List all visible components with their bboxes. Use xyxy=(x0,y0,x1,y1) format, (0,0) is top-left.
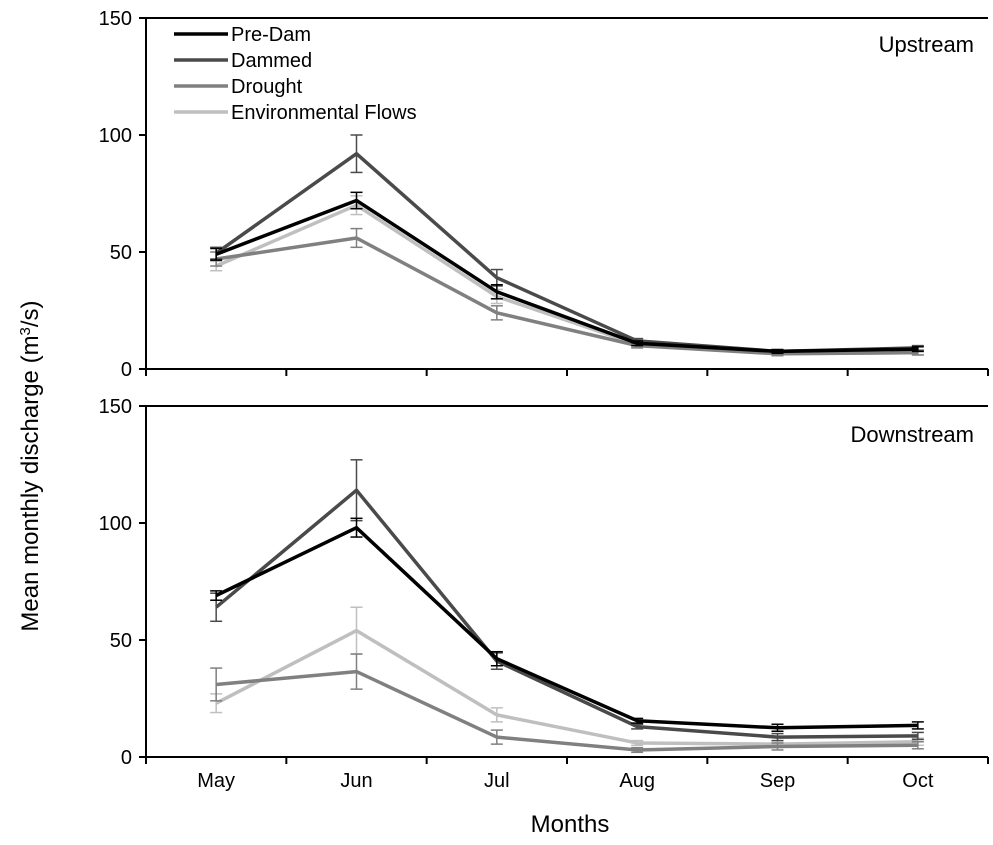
downstream-pre-dam-error-bar xyxy=(911,721,924,730)
panel-downstream: 0 50 100 150 May Jun Jul Aug Sep Oct Downstream xyxy=(99,396,989,792)
upstream-y-tick-label: 100 xyxy=(99,125,132,147)
downstream-y-tick-label: 0 xyxy=(121,747,132,769)
downstream-y-tick-label: 150 xyxy=(99,396,132,418)
downstream-dammed-line xyxy=(215,488,918,739)
legend-label-pre-dam: Pre-Dam xyxy=(231,24,311,46)
upstream-environmental-flows-line xyxy=(215,203,918,356)
legend-label-environmental-flows: Environmental Flows xyxy=(231,102,417,124)
downstream-environmental-flows-line xyxy=(215,628,918,746)
upstream-pre-dam-error-bar xyxy=(210,247,223,261)
upstream-y-tick-label: 150 xyxy=(99,8,132,30)
downstream-pre-dam-line xyxy=(215,525,918,730)
x-tick-label-may: May xyxy=(197,770,235,792)
x-axis-title: Months xyxy=(531,811,610,838)
downstream-drought-error-bar xyxy=(911,741,924,750)
downstream-drought-line xyxy=(216,669,918,752)
x-tick-label-jul: Jul xyxy=(484,770,510,792)
upstream-y-tick-label: 0 xyxy=(121,359,132,381)
upstream-panel-label: Upstream xyxy=(879,32,974,57)
y-axis-title: Mean monthly discharge (m3/s) xyxy=(17,300,45,631)
x-tick-label-aug: Aug xyxy=(619,770,655,792)
downstream-panel-label: Downstream xyxy=(851,422,974,447)
downstream-y-tick-label: 50 xyxy=(110,630,132,652)
x-tick-label-oct: Oct xyxy=(902,770,934,792)
legend-label-dammed: Dammed xyxy=(231,50,312,72)
legend: Pre-Dam Dammed Drought Environmental Flows xyxy=(174,24,417,124)
y-axis-title-tail: /s) xyxy=(17,300,44,327)
downstream-pre-dam-error-bar xyxy=(210,590,223,601)
upstream-y-tick-label: 50 xyxy=(110,242,132,264)
downstream-y-tick-label: 100 xyxy=(99,513,132,535)
x-tick-label-jun: Jun xyxy=(340,770,372,792)
panel-upstream: 0 50 100 150 Upstream xyxy=(99,8,989,381)
downstream-dammed-error-bar xyxy=(911,731,924,741)
downstream-drought-error-bar xyxy=(210,667,223,702)
upstream-pre-dam-error-bar xyxy=(911,346,924,353)
y-axis-title-superscript: 3 xyxy=(17,327,34,335)
upstream-pre-dam-line xyxy=(215,198,918,354)
upstream-drought-line xyxy=(215,236,918,356)
y-axis-title-main: Mean monthly discharge (m xyxy=(17,335,44,631)
legend-label-drought: Drought xyxy=(231,76,303,98)
x-tick-label-sep: Sep xyxy=(760,770,796,792)
